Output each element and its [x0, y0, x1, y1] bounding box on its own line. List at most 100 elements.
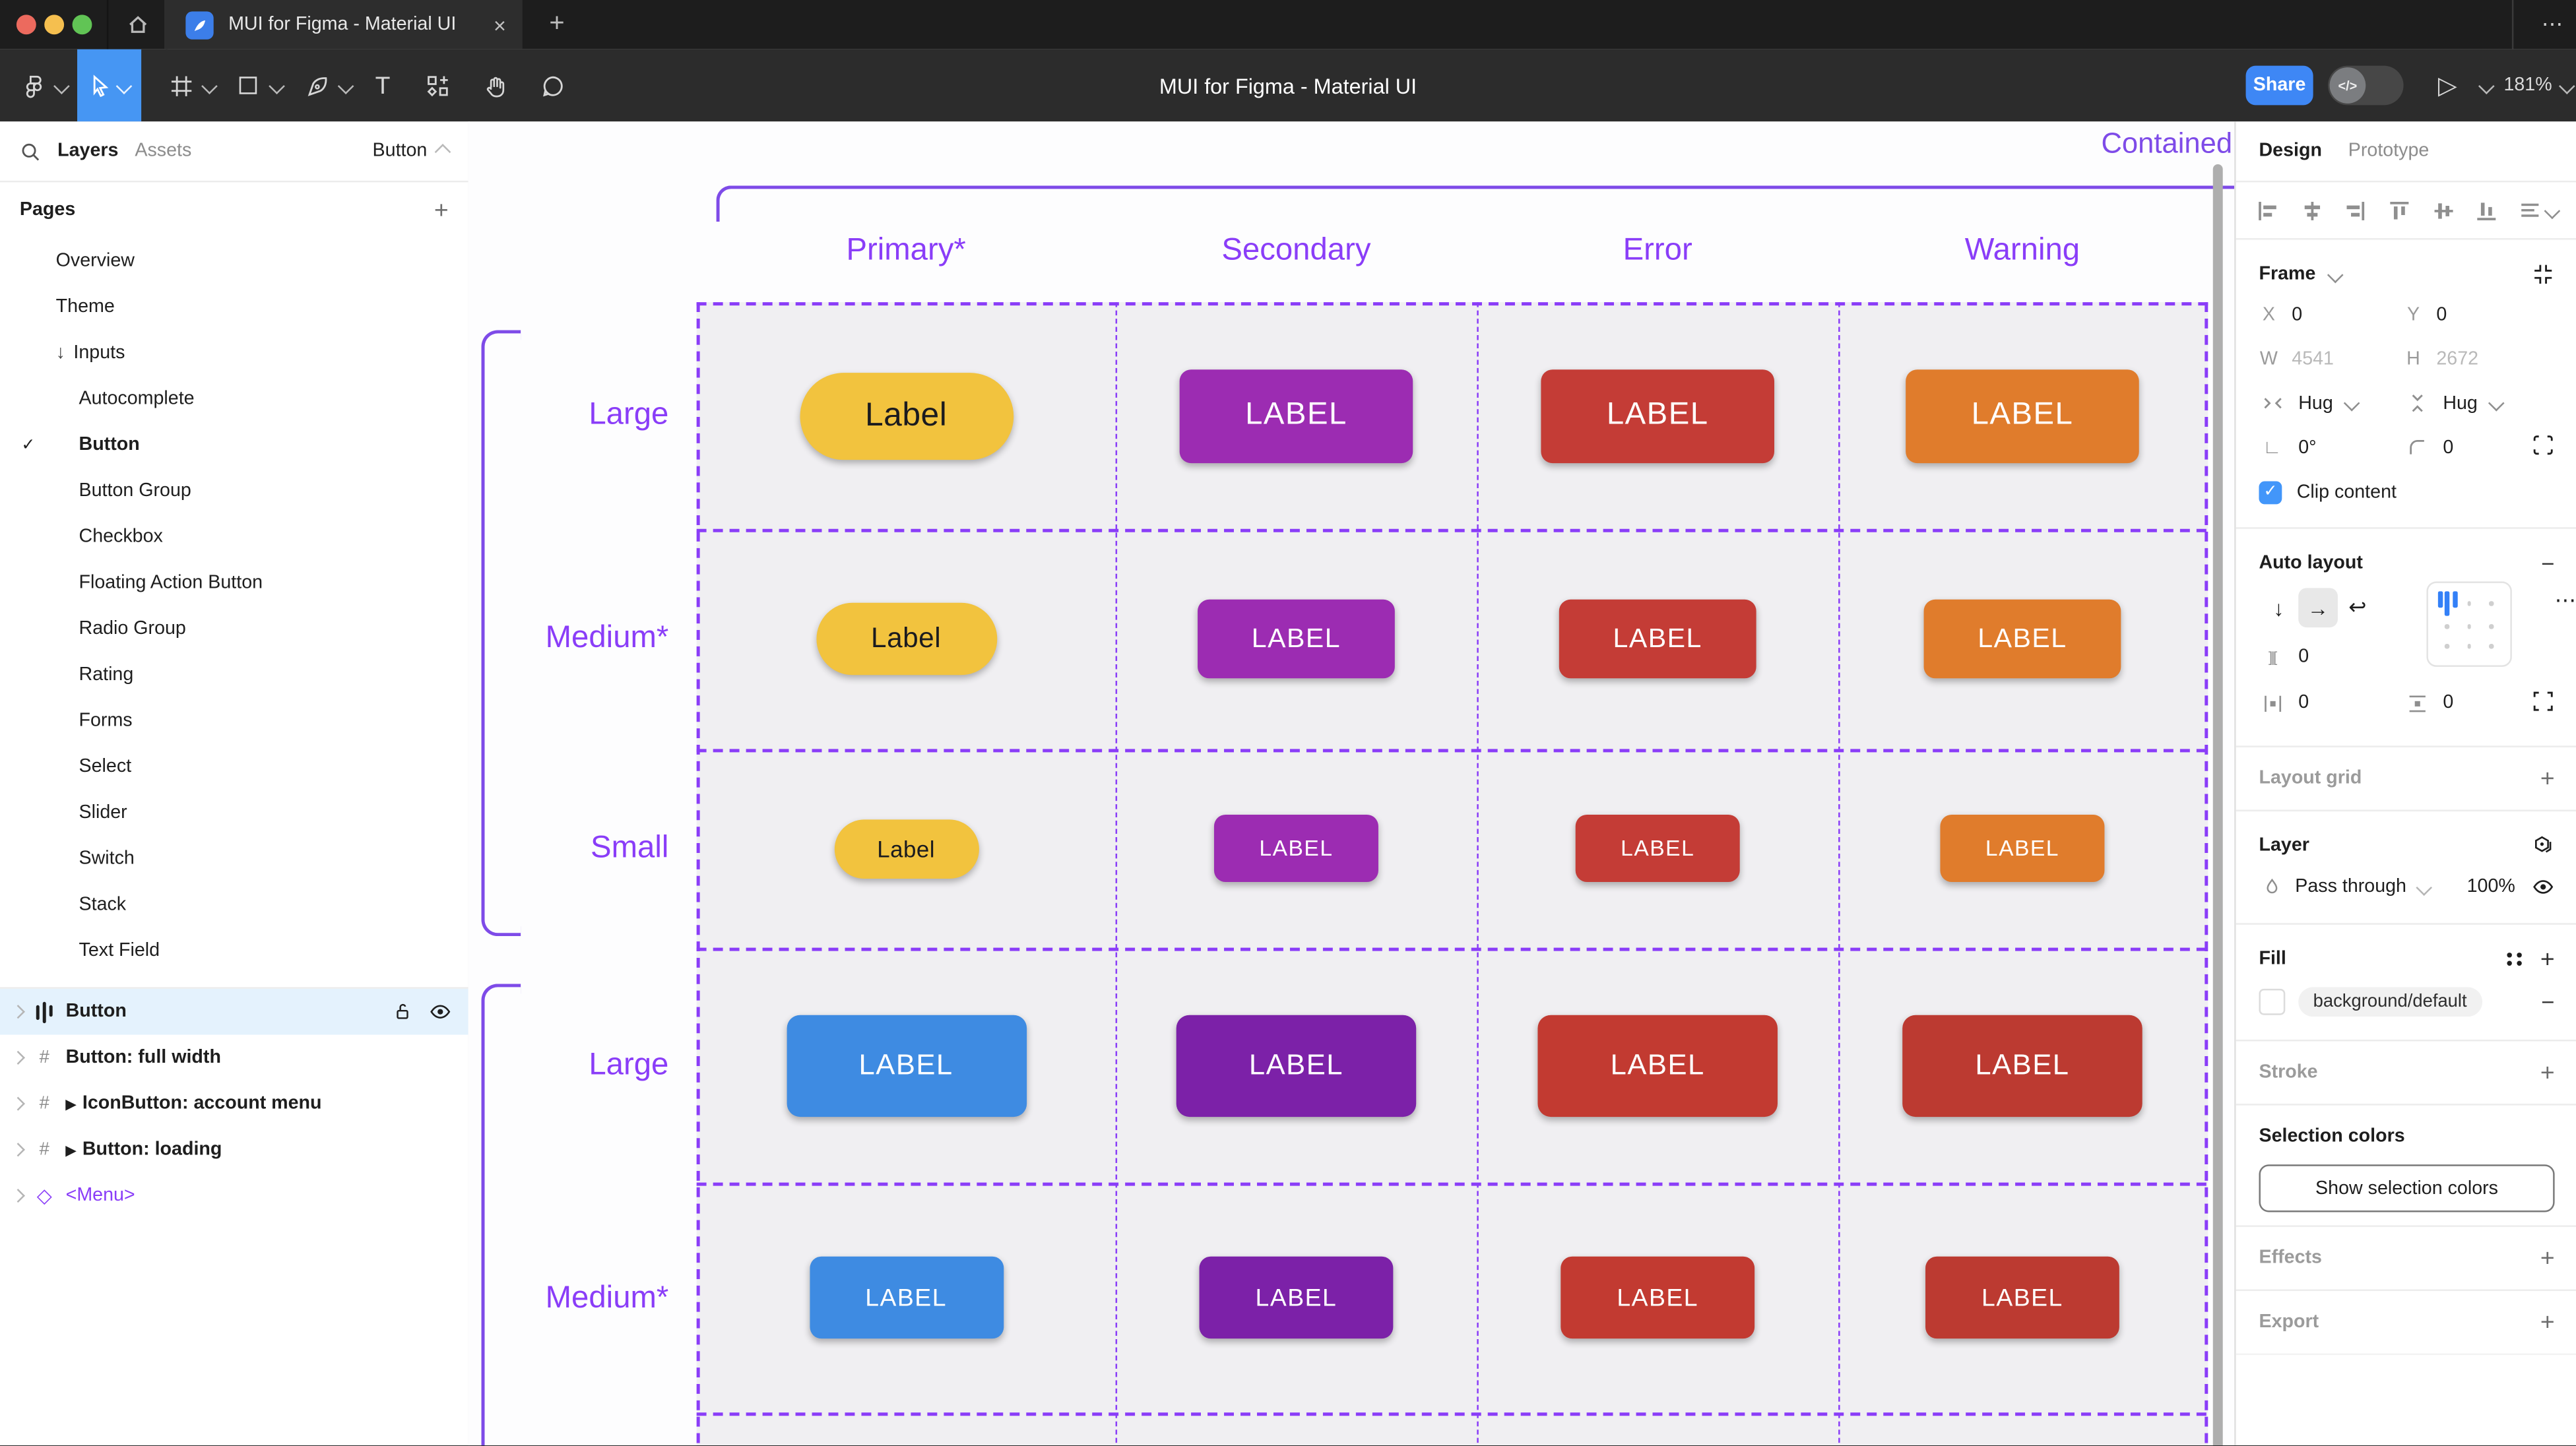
fill-token-chip[interactable]: background/default — [2298, 987, 2482, 1017]
tab-prototype[interactable]: Prototype — [2348, 141, 2430, 162]
canvas-scrollbar[interactable] — [2212, 164, 2223, 1446]
button-primary-large[interactable]: Label — [799, 371, 1013, 459]
page-selector[interactable]: Button — [373, 141, 451, 161]
canvas[interactable]: Contained Primary* Secondary Error Warni… — [468, 121, 2235, 1446]
hug-vertical-value[interactable]: Hug — [2443, 393, 2478, 414]
button-contained-error-medium[interactable]: LABEL — [1561, 1256, 1755, 1339]
rotation-value[interactable]: 0° — [2298, 437, 2317, 458]
clip-content-checkbox[interactable]: ✓ — [2259, 480, 2282, 504]
button-primary-small[interactable]: Label — [833, 819, 979, 878]
button-contained-warning-medium[interactable]: LABEL — [1925, 1256, 2119, 1339]
vertical-padding-value[interactable]: 0 — [2443, 693, 2454, 713]
button-secondary-large[interactable]: LABEL — [1179, 368, 1413, 462]
layer-row-menu-component[interactable]: ◇ <Menu> — [0, 1173, 468, 1219]
add-page-button[interactable]: + — [434, 196, 449, 224]
button-contained-error-large[interactable]: LABEL — [1537, 1014, 1778, 1116]
sidebar-item-radio-group[interactable]: Radio Group — [79, 619, 186, 639]
hand-tool-button[interactable] — [475, 49, 515, 122]
add-fill-button[interactable]: + — [2540, 945, 2555, 974]
sidebar-item-forms[interactable]: Forms — [79, 711, 133, 731]
shape-tool-button[interactable] — [230, 49, 267, 122]
layer-row-button-full-width[interactable]: # Button: full width — [0, 1035, 468, 1081]
individual-padding-icon[interactable] — [2532, 689, 2555, 712]
sidebar-item-floating-action-button[interactable]: Floating Action Button — [79, 573, 263, 593]
button-error-medium[interactable]: LABEL — [1559, 599, 1756, 679]
frame-tool-chevron[interactable] — [199, 49, 218, 122]
sidebar-item-autocomplete[interactable]: Autocomplete — [79, 389, 195, 409]
add-layout-grid-button[interactable]: + — [2540, 765, 2555, 793]
x-value[interactable]: 0 — [2292, 304, 2303, 325]
shape-tool-chevron[interactable] — [266, 49, 286, 122]
tab-layers[interactable]: Layers — [57, 141, 119, 162]
sidebar-item-overview[interactable]: Overview — [55, 251, 135, 271]
layout-wrap-button[interactable]: ↩ — [2348, 594, 2367, 619]
width-value[interactable]: 4541 — [2292, 349, 2334, 369]
horizontal-padding-value[interactable]: 0 — [2298, 693, 2309, 713]
row-label[interactable]: Medium* — [545, 1281, 669, 1316]
align-top-icon[interactable] — [2387, 198, 2412, 222]
remove-fill-button[interactable]: − — [2541, 988, 2555, 1015]
chevron-down-icon[interactable] — [2326, 266, 2343, 283]
opacity-value[interactable]: 100% — [2466, 877, 2515, 897]
eye-icon[interactable] — [429, 1000, 452, 1023]
layer-row-iconbutton-account-menu[interactable]: # ▶ IconButton: account menu — [0, 1081, 468, 1127]
button-contained-primary-medium[interactable]: LABEL — [809, 1256, 1004, 1339]
align-vertical-center-icon[interactable] — [2431, 198, 2455, 222]
chevron-right-icon[interactable] — [11, 1143, 25, 1157]
row-label[interactable]: Medium* — [545, 621, 669, 656]
button-contained-secondary-large[interactable]: LABEL — [1176, 1014, 1417, 1116]
row-label[interactable]: Large — [589, 1048, 669, 1083]
align-left-icon[interactable] — [2255, 198, 2280, 222]
alignment-grid-widget[interactable] — [2426, 581, 2512, 667]
sidebar-item-switch[interactable]: Switch — [79, 849, 135, 869]
column-header-error[interactable]: Error — [1623, 233, 1692, 268]
add-stroke-button[interactable]: + — [2540, 1058, 2555, 1087]
present-button[interactable]: ▷ — [2438, 49, 2457, 122]
row-label[interactable]: Large — [589, 397, 669, 432]
main-menu-button[interactable] — [13, 49, 53, 122]
button-secondary-small[interactable]: LABEL — [1213, 814, 1378, 883]
comment-tool-button[interactable] — [532, 49, 572, 122]
column-header-primary[interactable]: Primary* — [846, 233, 966, 268]
pen-tool-chevron[interactable] — [335, 49, 355, 122]
section-title[interactable]: Contained — [2101, 126, 2233, 160]
home-tab-button[interactable] — [106, 0, 168, 49]
present-chevron[interactable] — [2476, 49, 2496, 122]
align-bottom-icon[interactable] — [2474, 198, 2499, 222]
eye-icon[interactable] — [2532, 875, 2555, 898]
sidebar-item-select[interactable]: Select — [79, 757, 132, 777]
fill-color-swatch[interactable] — [2259, 988, 2286, 1015]
chevron-right-icon[interactable] — [11, 1005, 25, 1019]
sidebar-item-rating[interactable]: Rating — [79, 665, 134, 685]
column-header-secondary[interactable]: Secondary — [1221, 233, 1371, 268]
align-right-icon[interactable] — [2343, 198, 2367, 222]
chevron-right-icon[interactable] — [11, 1050, 25, 1065]
layer-row-button-loading[interactable]: # ▶ Button: loading — [0, 1127, 468, 1173]
independent-corners-icon[interactable] — [2532, 433, 2555, 456]
fill-styles-icon[interactable] — [2506, 952, 2524, 966]
sidebar-item-text-field[interactable]: Text Field — [79, 941, 160, 961]
gap-value[interactable]: 0 — [2298, 646, 2309, 667]
layout-horizontal-button[interactable]: → — [2298, 588, 2338, 628]
close-tab-icon[interactable]: × — [493, 12, 506, 38]
add-export-button[interactable]: + — [2540, 1308, 2555, 1336]
sidebar-item-button[interactable]: ✓ Button — [21, 435, 140, 455]
actions-tool-button[interactable] — [417, 49, 457, 122]
search-icon[interactable] — [20, 141, 41, 162]
maximize-window-button[interactable] — [72, 15, 92, 35]
sidebar-item-theme[interactable]: Theme — [55, 297, 115, 317]
tab-design[interactable]: Design — [2259, 141, 2322, 162]
frame-tool-button[interactable] — [162, 49, 199, 122]
sidebar-item-stack[interactable]: Stack — [79, 895, 127, 915]
text-tool-button[interactable]: T — [365, 49, 401, 122]
sidebar-item-slider[interactable]: Slider — [79, 803, 127, 823]
document-tab[interactable]: MUI for Figma - Material UI × — [164, 0, 523, 49]
new-tab-button[interactable]: + — [549, 9, 565, 38]
button-contained-secondary-medium[interactable]: LABEL — [1199, 1256, 1394, 1339]
chevron-right-icon[interactable] — [11, 1189, 25, 1203]
button-primary-medium[interactable]: Label — [816, 602, 997, 676]
column-header-warning[interactable]: Warning — [1964, 233, 2080, 268]
button-contained-primary-large[interactable]: LABEL — [786, 1014, 1026, 1116]
button-contained-warning-large[interactable]: LABEL — [1902, 1014, 2142, 1116]
frame-type-label[interactable]: Frame — [2259, 264, 2316, 284]
